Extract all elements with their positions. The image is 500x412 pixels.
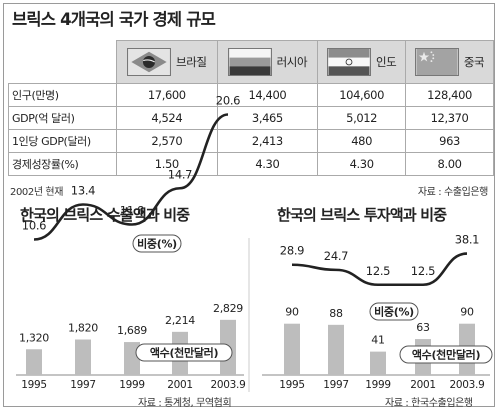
- bar-legend-pill: [135, 343, 233, 362]
- table-row: 경제성장률(%) 1.50 4.30 4.30 8.00: [8, 152, 494, 176]
- line-value-label: 24.7: [324, 249, 348, 263]
- x-tick-label: 2001: [167, 379, 193, 391]
- row-label: 경제성장률(%): [8, 152, 117, 176]
- table-footnote: 2002년 현재: [10, 187, 64, 198]
- line-value-label: 14.7: [168, 167, 192, 181]
- bar-value-label: 90: [285, 306, 299, 319]
- country-name: 브라질: [176, 55, 207, 69]
- x-tick-label: 2003.9: [450, 379, 485, 391]
- line-legend-pill: [369, 302, 419, 321]
- table-cell: 8.00: [405, 152, 494, 176]
- brazil-flag-icon: [127, 48, 172, 76]
- country-header-brazil: 브라질: [116, 40, 218, 84]
- table-cell: 4.30: [216, 152, 319, 176]
- brics-table: 브라질 러시아 인도: [8, 40, 494, 176]
- line-value-label: 38.1: [455, 233, 479, 247]
- line-value-label: 12.5: [411, 264, 435, 278]
- line-legend-pill: [132, 234, 182, 253]
- line-value-label: 11.8: [120, 204, 144, 218]
- x-tick-label: 1999: [365, 379, 391, 391]
- x-tick-label: 2003.9: [211, 379, 246, 391]
- table-row: 1인당 GDP(달러) 2,570 2,413 480 963: [8, 129, 494, 153]
- page-title: 브릭스 4개국의 국가 경제 규모: [12, 10, 216, 29]
- country-header-russia: 러시아: [216, 40, 319, 84]
- x-tick-label: 1995: [21, 379, 47, 391]
- table-cell: 4,524: [116, 106, 218, 130]
- investment-chart-title: 한국의 브릭스 투자액과 비중: [277, 206, 447, 224]
- country-name: 인도: [375, 55, 397, 69]
- line-value-label: 12.5: [366, 264, 390, 278]
- line-value-label: 13.4: [71, 184, 95, 198]
- table-cell: 2,570: [116, 129, 218, 153]
- country-header-china: 중국: [405, 40, 494, 84]
- bar-value-label: 1,320: [19, 331, 49, 344]
- x-tick-label: 1999: [119, 379, 145, 391]
- table-corner: [8, 40, 117, 84]
- country-header-india: 인도: [317, 40, 407, 84]
- row-label: 1인당 GDP(달러): [8, 129, 117, 153]
- export-chart-title: 한국의 브릭스 수출액과 비중: [20, 206, 190, 224]
- bar-legend-label: 액수(천만달러): [412, 348, 481, 362]
- line-value-label: 20.6: [216, 94, 240, 108]
- line-value-label: 10.6: [22, 219, 46, 233]
- line-value-label: 28.9: [280, 244, 304, 258]
- table-row: 인구(만명) 17,600 14,400 104,600 128,400: [8, 83, 494, 107]
- table-cell: 128,400: [405, 83, 494, 107]
- line-legend-label: 비중(%): [137, 237, 177, 251]
- bar: [284, 323, 300, 375]
- india-flag-icon: [326, 48, 371, 76]
- bar-legend-pill: [399, 345, 493, 364]
- bar-value-label: 1,820: [68, 322, 98, 335]
- bar: [328, 324, 344, 375]
- bar-value-label: 2,214: [165, 314, 195, 327]
- bar-value-label: 1,689: [117, 324, 147, 337]
- investment-chart: 90 88 41 63 90 28.9 24.7 12.5 12.5 38.1 1995 1997 19…: [262, 233, 493, 391]
- china-flag-icon: [414, 48, 459, 76]
- country-name: 중국: [463, 55, 485, 69]
- x-tick-label: 2001: [410, 379, 436, 391]
- table-source: 자료 : 수출입은행: [417, 187, 489, 198]
- line-series: [291, 252, 468, 287]
- bar-value-label: 88: [329, 307, 343, 320]
- bar: [370, 351, 386, 375]
- bar: [75, 339, 91, 375]
- table-cell: 3,465: [216, 106, 319, 130]
- russia-flag-icon: [227, 48, 272, 76]
- x-tick-label: 1997: [323, 379, 349, 391]
- investment-chart-source: 자료 : 한국수출입은행: [385, 398, 473, 409]
- export-chart-source: 자료 : 통계청, 무역협회: [138, 398, 232, 409]
- table-header-row: 브라질 러시아 인도: [8, 40, 494, 84]
- line-series: [33, 113, 229, 241]
- bar: [26, 349, 42, 375]
- x-tick-label: 1995: [279, 379, 305, 391]
- bar-value-label: 41: [371, 334, 384, 347]
- bar-legend-label: 액수(천만달러): [150, 346, 219, 360]
- export-chart: 1,320 1,820 1,689 2,214 2,829 10.6 13.4 11.8 14.…: [16, 94, 246, 391]
- table-cell: 14,400: [216, 83, 319, 107]
- bar-value-label: 2,829: [213, 302, 243, 315]
- x-tick-label: 1997: [70, 379, 96, 391]
- table-row: GDP(억 달러) 4,524 3,465 5,012 12,370: [8, 106, 494, 130]
- country-name: 러시아: [276, 55, 308, 69]
- bar-value-label: 90: [460, 306, 474, 319]
- bar-value-label: 63: [416, 321, 430, 334]
- line-legend-label: 비중(%): [374, 305, 414, 319]
